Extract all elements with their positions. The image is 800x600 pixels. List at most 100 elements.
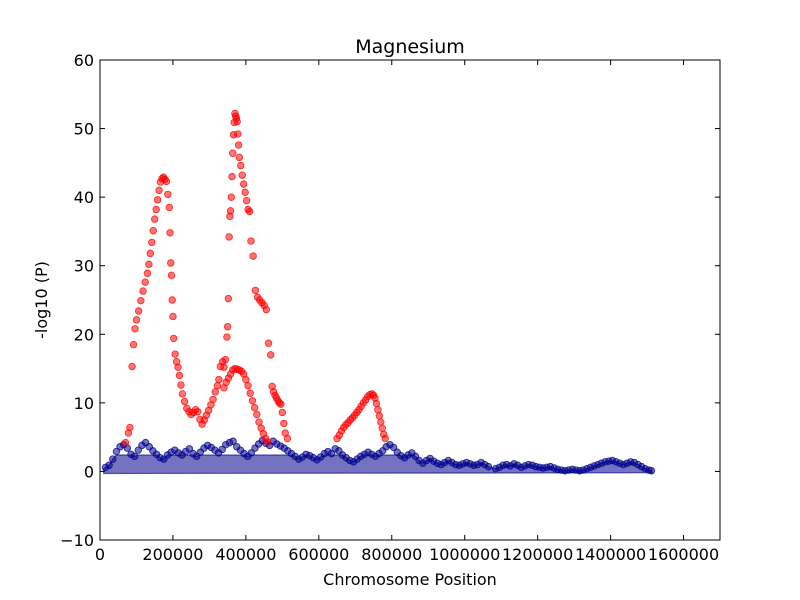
point-significant — [223, 333, 231, 341]
point-significant — [221, 355, 230, 364]
y-tick-label: 10 — [74, 394, 94, 413]
x-axis-label: Chromosome Position — [323, 570, 497, 589]
x-tick-label: 200000 — [142, 545, 203, 564]
point-significant — [128, 362, 136, 371]
point-significant — [153, 196, 162, 204]
point-significant — [139, 287, 147, 295]
point-non-significant — [218, 445, 226, 454]
point-significant — [223, 323, 232, 331]
point-significant — [375, 412, 384, 420]
point-significant — [211, 388, 219, 396]
point-significant — [266, 351, 275, 359]
point-non-significant — [185, 445, 194, 453]
point-significant — [164, 190, 172, 199]
point-significant — [141, 278, 149, 286]
point-significant — [215, 375, 223, 384]
point-non-significant — [247, 449, 256, 457]
point-significant — [121, 438, 130, 447]
point-significant — [137, 296, 145, 305]
point-significant — [233, 118, 241, 126]
point-significant — [165, 203, 173, 212]
point-significant — [377, 418, 385, 426]
y-tick-label: 30 — [74, 257, 94, 276]
y-tick-label: 0 — [84, 462, 94, 481]
point-significant — [155, 186, 163, 194]
point-significant — [169, 312, 177, 321]
point-significant — [280, 419, 288, 428]
point-significant — [151, 215, 159, 223]
point-significant — [247, 237, 255, 245]
point-significant — [143, 269, 152, 277]
y-tick-label: 20 — [74, 325, 94, 344]
point-significant — [264, 438, 272, 446]
point-significant — [180, 397, 189, 406]
point-significant — [126, 423, 134, 432]
point-significant — [244, 382, 252, 390]
point-significant — [235, 153, 244, 162]
x-tick-label: 400000 — [215, 545, 276, 564]
point-significant — [234, 141, 243, 149]
point-significant — [249, 252, 257, 260]
point-significant — [225, 233, 233, 241]
point-non-significant — [105, 461, 113, 469]
point-non-significant — [484, 462, 493, 471]
point-significant — [229, 149, 237, 157]
point-non-significant — [389, 443, 398, 452]
x-tick-label: 1400000 — [575, 545, 646, 564]
point-significant — [255, 418, 263, 426]
point-significant — [250, 403, 259, 412]
point-significant — [194, 408, 202, 416]
y-tick-label: 50 — [74, 120, 94, 139]
point-significant — [213, 382, 222, 390]
axis-ticks: 0 200000 400000 600000 800000 1000000 1200000 1… — [60, 51, 720, 564]
x-tick-label: 1000000 — [429, 545, 500, 564]
point-significant — [238, 171, 246, 179]
point-non-significant — [647, 467, 656, 475]
y-tick-label: 40 — [74, 188, 94, 207]
chart-title: Magnesium — [355, 36, 465, 58]
point-significant — [220, 363, 228, 371]
point-significant — [241, 188, 249, 197]
point-significant — [227, 193, 235, 201]
point-significant — [149, 227, 157, 235]
point-non-significant — [130, 452, 139, 461]
point-significant — [239, 180, 248, 188]
point-significant — [381, 434, 389, 443]
point-significant — [242, 196, 251, 205]
point-significant — [372, 399, 381, 408]
point-significant — [251, 286, 260, 295]
point-significant — [378, 424, 386, 432]
point-significant — [224, 294, 233, 303]
x-tick-label: 800000 — [361, 545, 422, 564]
point-significant — [228, 172, 236, 181]
x-tick-label: 0 — [95, 545, 105, 564]
point-significant — [246, 389, 254, 397]
x-tick-label: 1600000 — [648, 545, 719, 564]
point-significant — [168, 296, 176, 304]
point-significant — [171, 350, 179, 358]
point-significant — [134, 307, 143, 315]
point-non-significant — [134, 446, 142, 454]
point-significant — [162, 177, 171, 186]
point-significant — [245, 207, 254, 216]
point-non-significant — [327, 449, 336, 458]
point-significant — [146, 249, 155, 258]
point-significant — [129, 340, 138, 349]
point-non-significant — [112, 447, 121, 456]
point-significant — [175, 371, 184, 380]
point-significant — [145, 260, 153, 269]
point-significant — [132, 316, 141, 324]
point-significant — [283, 434, 292, 443]
point-significant — [131, 325, 139, 333]
y-tick-label: 60 — [74, 51, 94, 70]
y-axis-label: -log10 (P) — [32, 261, 51, 339]
data-points — [101, 109, 656, 475]
point-significant — [242, 375, 250, 384]
point-significant — [262, 305, 271, 314]
point-significant — [169, 334, 178, 343]
point-significant — [253, 410, 261, 419]
point-significant — [178, 390, 187, 398]
point-significant — [278, 408, 287, 417]
point-non-significant — [229, 437, 237, 445]
